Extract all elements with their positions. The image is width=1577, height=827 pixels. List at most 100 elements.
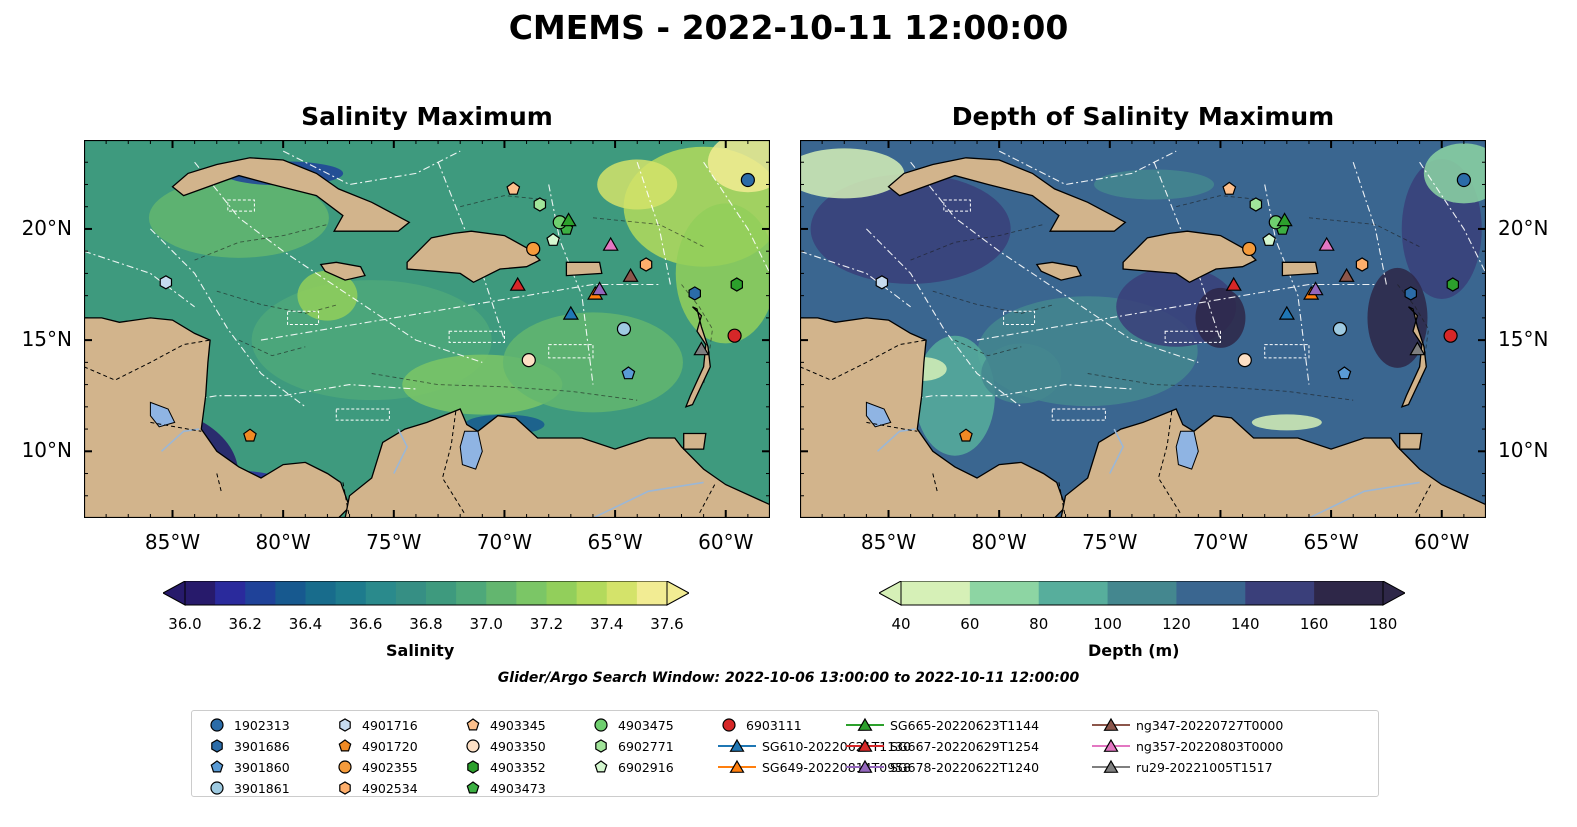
colorbar-swatch xyxy=(546,581,578,605)
bathymetry-contour xyxy=(238,339,306,357)
bathymetry-contour xyxy=(954,339,1022,357)
legend-item: ng357-20220803T0000 xyxy=(1092,736,1283,756)
land-puerto-rico xyxy=(1281,261,1319,277)
ocean-field-patch xyxy=(800,148,905,199)
colorbar-swatch xyxy=(636,581,668,605)
river xyxy=(1308,481,1420,518)
legend-label: 4903475 xyxy=(618,717,674,733)
legend-item: 1902313 xyxy=(206,715,290,735)
tick-label: 65°W xyxy=(1303,530,1359,554)
colorbar-swatch xyxy=(901,581,971,605)
colorbar-extend-high xyxy=(1382,581,1405,606)
marker-4902534 xyxy=(639,257,653,272)
colorbar-swatch xyxy=(335,581,367,605)
legend-swatch xyxy=(466,781,480,794)
colorbar-swatch xyxy=(1176,581,1246,605)
eez-boundary xyxy=(866,228,1022,408)
legend-marker xyxy=(1103,759,1119,773)
eez-boundary xyxy=(636,162,671,285)
colorbar-swatch xyxy=(516,581,547,605)
colorbar-swatch xyxy=(245,581,276,605)
legend-swatch xyxy=(718,738,756,752)
legend-label: ru29-20221005T1517 xyxy=(1136,759,1273,775)
legend-label: 4903345 xyxy=(490,717,546,733)
ocean-field-patch xyxy=(675,203,770,344)
colorbar-tick-label: 36.0 xyxy=(168,615,202,633)
legend-marker xyxy=(338,760,352,774)
legend-swatch xyxy=(594,760,608,773)
country-border xyxy=(84,339,211,381)
legend-swatch xyxy=(210,760,224,773)
depth-salinity-maximum-map xyxy=(800,140,1486,518)
legend-marker xyxy=(594,718,608,732)
marker-SG667-20220629T1254 xyxy=(1225,276,1242,291)
colorbar-extend-low xyxy=(879,581,902,606)
legend-label: SG665-20220623T1144 xyxy=(890,717,1040,733)
colorbar-swatch xyxy=(305,581,337,605)
legend-item: 4903352 xyxy=(462,757,546,777)
country-border xyxy=(1414,484,1432,514)
marker-ng347-20220727T0000 xyxy=(622,267,639,282)
ocean-field-patch xyxy=(1423,143,1486,204)
marker-6902916 xyxy=(546,232,561,246)
legend-swatch xyxy=(846,738,884,752)
ocean-field-patch xyxy=(1094,169,1215,200)
legend-label: 4901720 xyxy=(362,738,418,754)
legend-marker xyxy=(857,717,873,731)
marker-4902355 xyxy=(1242,241,1257,257)
river xyxy=(1109,428,1124,474)
legend-swatch xyxy=(1092,717,1130,731)
legend-marker xyxy=(466,739,480,753)
bathymetry-contour xyxy=(1087,373,1354,401)
legend-item: ng347-20220727T0000 xyxy=(1092,715,1283,735)
bathymetry-contour xyxy=(592,217,704,248)
legend-marker xyxy=(857,759,873,773)
map-content xyxy=(800,140,1486,518)
lake-nicaragua xyxy=(149,401,176,428)
colorbar-tick-label: 36.8 xyxy=(409,615,443,633)
bathymetry-contour xyxy=(194,224,328,261)
country-border xyxy=(866,421,918,432)
land-jamaica xyxy=(319,261,366,281)
marker-6902771 xyxy=(533,197,547,212)
ocean-field-patch xyxy=(1251,414,1322,431)
legend-label: 6902916 xyxy=(618,759,674,775)
country-border xyxy=(441,411,466,514)
colorbar-tick-label: 140 xyxy=(1230,615,1260,633)
tick-label: 75°W xyxy=(1082,530,1138,554)
marker-3901686 xyxy=(688,286,702,301)
colorbar-swatch xyxy=(1107,581,1177,605)
eez-boundary xyxy=(150,228,306,408)
colorbar-swatch xyxy=(185,581,216,605)
colorbar-tick-label: 160 xyxy=(1299,615,1329,633)
colorbar-tick-label: 37.4 xyxy=(590,615,624,633)
legend-swatch xyxy=(846,717,884,731)
marine-zone xyxy=(943,199,971,212)
marker-SG678-20220622T1240 xyxy=(1307,281,1324,296)
lake-maracaibo xyxy=(1175,430,1199,470)
colorbar-tick-label: 37.0 xyxy=(469,615,503,633)
legend-item: 6902916 xyxy=(590,757,674,777)
bathymetry-contour xyxy=(371,373,638,401)
legend: 1902313 3901686 3901860 3901861 4901716 49017… xyxy=(191,710,1379,797)
legend-marker xyxy=(729,759,745,773)
legend-marker xyxy=(466,718,480,731)
marker-4901720 xyxy=(959,428,973,442)
colorbar-swatch xyxy=(606,581,638,605)
marker-1902313 xyxy=(1456,172,1471,188)
legend-item: SG665-20220623T1144 xyxy=(846,715,1039,735)
legend-label: 3901686 xyxy=(234,738,290,754)
legend-item: 4903345 xyxy=(462,715,546,735)
legend-swatch xyxy=(466,739,480,753)
ocean-field-patch xyxy=(502,312,683,413)
land-central-america xyxy=(800,317,1067,518)
bathymetry-contour xyxy=(216,290,339,314)
legend-marker xyxy=(595,739,607,753)
colorbar-tick-label: 37.2 xyxy=(529,615,564,633)
legend-marker xyxy=(467,760,479,774)
marine-zone xyxy=(1051,408,1106,421)
eez-boundary xyxy=(998,150,1177,186)
ocean-field-patch xyxy=(981,343,1062,404)
marker-4903350 xyxy=(521,353,536,368)
marker-4903352 xyxy=(730,277,744,292)
